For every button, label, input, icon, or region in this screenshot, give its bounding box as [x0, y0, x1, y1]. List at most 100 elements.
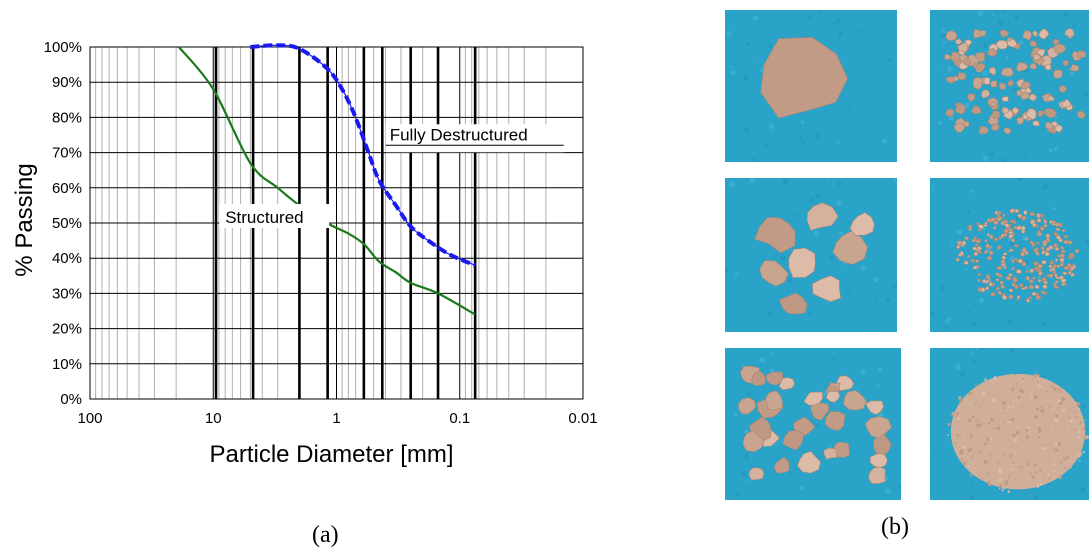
soil-grain	[1046, 273, 1050, 278]
photo-texture	[885, 488, 891, 495]
photo-texture	[746, 392, 751, 397]
soil-dust	[1077, 430, 1081, 434]
soil-dust	[1031, 450, 1034, 452]
soil-piece	[1007, 79, 1014, 87]
soil-grain	[977, 272, 982, 276]
soil-dust	[1011, 481, 1014, 484]
photo-texture	[942, 29, 946, 34]
soil-dust	[1009, 402, 1012, 405]
photo-texture	[978, 297, 985, 304]
photo-texture	[1048, 148, 1053, 153]
soil-piece	[1000, 67, 1014, 77]
photo-texture	[1076, 458, 1082, 463]
soil-grain	[1004, 223, 1010, 228]
photo-texture	[814, 133, 821, 139]
annotation-structured-bg	[219, 204, 330, 228]
soil-piece	[824, 411, 846, 431]
soil-grain	[1035, 294, 1042, 300]
y-axis-label: % Passing	[11, 163, 38, 276]
soil-piece	[987, 47, 998, 58]
photo-texture	[1007, 23, 1010, 26]
soil-grain	[995, 278, 1000, 282]
soil-piece	[1032, 30, 1038, 38]
photo-texture	[818, 12, 823, 16]
soil-dust	[1040, 409, 1045, 413]
soil-dust	[1061, 417, 1065, 420]
soil-grain	[1037, 278, 1042, 283]
soil-grain	[1029, 219, 1036, 225]
soil-dust	[998, 469, 1003, 474]
photo-texture	[979, 348, 984, 351]
soil-dust	[980, 477, 984, 481]
soil-piece	[869, 453, 888, 469]
soil-grain	[1021, 261, 1027, 267]
soil-grain	[963, 260, 969, 266]
soil-grain	[1001, 294, 1008, 301]
soil-clod	[788, 247, 816, 278]
y-tick-label: 20%	[52, 321, 82, 338]
soil-dust	[1003, 455, 1006, 458]
soil-dust	[1014, 374, 1017, 377]
soil-grain	[976, 245, 982, 251]
soil-dust	[954, 441, 957, 445]
soil-piece	[983, 77, 991, 86]
soil-dust	[1052, 462, 1056, 466]
soil-dust	[1040, 406, 1043, 409]
soil-piece	[1058, 85, 1067, 93]
soil-piece	[1044, 122, 1054, 130]
soil-dust	[952, 411, 955, 415]
photo-texture	[1001, 10, 1006, 13]
photo-texture	[859, 29, 863, 33]
x-tick-labels: 100 10 1 0.1 0.01	[77, 410, 597, 427]
soil-grain	[1042, 283, 1048, 290]
soil-dust	[968, 418, 972, 423]
soil-dust	[1011, 448, 1014, 451]
soil-grain	[955, 257, 961, 262]
photo-texture	[734, 412, 738, 417]
soil-dust	[947, 422, 951, 427]
y-tick-label: 60%	[52, 180, 82, 197]
soil-piece	[1052, 43, 1067, 54]
soil-dust	[1033, 395, 1038, 400]
soil-dust	[1064, 404, 1068, 407]
soil-grain	[1024, 237, 1029, 241]
soil-photo-fine-powder	[930, 348, 1089, 500]
soil-dust	[998, 409, 1002, 412]
soil-dust	[963, 450, 965, 452]
photo-texture	[780, 254, 787, 261]
soil-grain	[1063, 265, 1070, 270]
soil-dust	[1055, 448, 1059, 452]
soil-grain	[1022, 210, 1028, 216]
soil-piece	[1037, 110, 1045, 117]
soil-dust	[1074, 415, 1078, 419]
soil-grain	[1019, 283, 1024, 288]
soil-dust	[1015, 431, 1020, 435]
photo-texture	[799, 485, 805, 491]
soil-grain	[1002, 220, 1007, 225]
soil-grain	[972, 265, 978, 270]
photo-texture	[746, 42, 751, 46]
soil-dust	[970, 474, 973, 477]
soil-dust	[1052, 455, 1056, 459]
photo-texture	[836, 19, 841, 24]
soil-piece	[1051, 38, 1060, 46]
soil-grain	[1063, 234, 1069, 239]
soil-grain	[999, 280, 1004, 285]
photo-texture	[730, 70, 736, 76]
photo-texture	[934, 67, 937, 71]
y-tick-label: 10%	[52, 356, 82, 373]
soil-grain	[983, 249, 989, 254]
photo-texture	[1008, 348, 1014, 353]
photo-texture	[1037, 275, 1042, 280]
soil-piece	[1001, 107, 1010, 114]
soil-grain	[1037, 263, 1044, 269]
soil-grain	[1025, 269, 1029, 274]
photo-texture	[737, 142, 740, 146]
photo-texture	[846, 290, 850, 294]
photo-texture	[726, 31, 732, 36]
photo-texture	[969, 494, 975, 500]
soil-dust	[1053, 382, 1056, 385]
photo-texture	[971, 322, 977, 328]
soil-clod	[849, 212, 875, 236]
soil-dust	[1076, 401, 1081, 406]
